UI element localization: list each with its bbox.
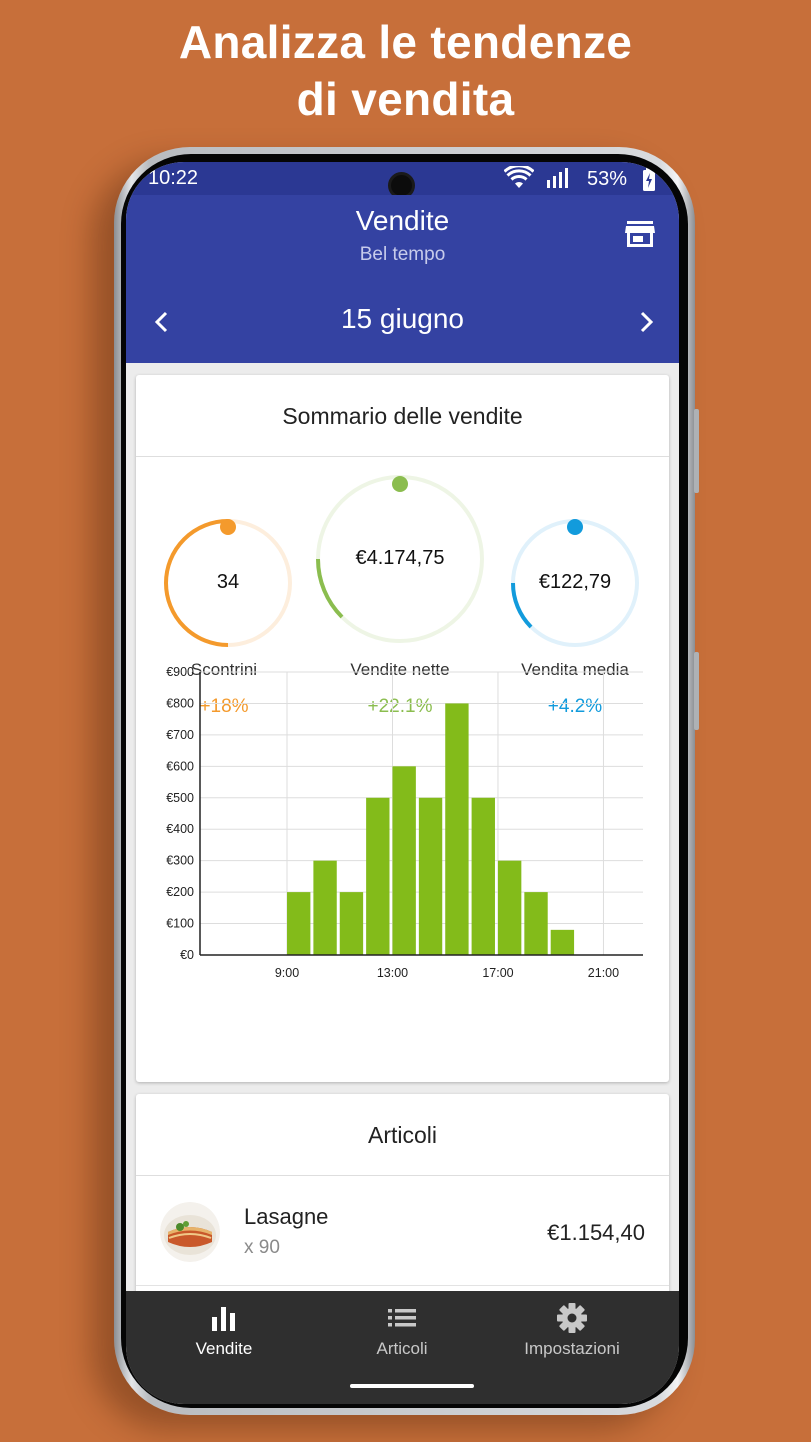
- hourly-sales-chart: €0 €100 €200 €300 €400 €500 €600 €700 €800 €900 9:…: [166, 665, 643, 980]
- article-name: Lasagne: [244, 1204, 329, 1229]
- net-sales-gauge-dot: [392, 476, 408, 492]
- current-date: 15 giugno: [340, 303, 464, 334]
- chart-y-tick-label: €0: [180, 948, 194, 962]
- chart-bar: [392, 766, 416, 955]
- gear-icon: [557, 1303, 587, 1333]
- article-row[interactable]: Lasagne x 90 €1.154,40: [136, 1178, 669, 1286]
- article-quantity: x 90: [244, 1237, 280, 1258]
- bar-chart-icon: [212, 1307, 235, 1331]
- store-icon[interactable]: [625, 221, 655, 247]
- receipts-label: Scontrini: [190, 660, 258, 679]
- chart-bar: [287, 892, 311, 955]
- receipts-gauge-dot: [220, 519, 236, 535]
- chart-y-tick-label: €300: [166, 854, 194, 868]
- nav-impostazioni[interactable]: Impostazioni: [480, 1291, 664, 1375]
- average-sale-gauge-dot: [567, 519, 583, 535]
- average-sale-value: €122,79: [538, 571, 612, 593]
- chart-y-tick-label: €400: [166, 822, 194, 836]
- receipts-value: 34: [216, 571, 240, 593]
- previous-day-button[interactable]: [148, 308, 176, 336]
- promo-headline-line2: di vendita: [296, 73, 515, 125]
- status-time: 10:22: [148, 167, 199, 189]
- nav-articoli[interactable]: Articoli: [310, 1291, 494, 1375]
- average-sale-gauge-arc: [510, 582, 533, 629]
- average-sale-gauge: €122,79: [510, 518, 640, 648]
- nav-articoli-label: Articoli: [376, 1339, 428, 1358]
- nav-vendite-label: Vendite: [195, 1339, 253, 1358]
- average-sale-label: Vendita media: [521, 660, 629, 679]
- next-day-button[interactable]: [632, 308, 660, 336]
- chart-x-tick-label: 21:00: [588, 966, 619, 980]
- chart-bar: [339, 892, 364, 955]
- promo-headline-line1: Analizza le tendenze: [178, 16, 633, 68]
- chart-y-tick-label: €700: [166, 728, 194, 742]
- battery-percent: 53%: [587, 168, 628, 190]
- lasagne-thumbnail: [160, 1202, 220, 1262]
- chart-x-tick-label: 17:00: [482, 966, 513, 980]
- chart-y-tick-label: €600: [166, 759, 194, 773]
- receipts-gauge-arc: [164, 519, 229, 647]
- receipts-change: +18%: [199, 696, 249, 717]
- chart-x-tick-label: 13:00: [377, 966, 408, 980]
- chart-bar: [497, 860, 522, 955]
- chart-bar: [445, 703, 469, 955]
- nav-impostazioni-label: Impostazioni: [524, 1339, 620, 1358]
- net-sales-gauge: €4.174,75: [315, 475, 484, 643]
- net-sales-label: Vendite nette: [350, 660, 450, 679]
- sales-summary-card: Sommario delle vendite 34 Scontrini +18%…: [136, 375, 669, 1082]
- page-title: Vendite: [355, 205, 450, 236]
- chart-bar: [550, 929, 575, 955]
- summary-title: Sommario delle vendite: [136, 375, 669, 457]
- promo-headline: Analizza le tendenze di vendita: [0, 14, 811, 128]
- articles-title: Articoli: [136, 1094, 669, 1176]
- chart-x-tick-label: 9:00: [275, 966, 299, 980]
- chart-y-tick-label: €100: [166, 917, 194, 931]
- chart-bar: [366, 797, 390, 955]
- nav-vendite[interactable]: Vendite: [132, 1291, 316, 1375]
- chart-y-tick-label: €200: [166, 885, 194, 899]
- phone-volume-button: [694, 652, 699, 730]
- phone-side-button: [694, 409, 699, 493]
- chart-bar: [471, 797, 495, 955]
- average-sale-change: +4.2%: [547, 696, 603, 717]
- chart-bar: [313, 860, 337, 955]
- net-sales-value: €4.174,75: [355, 547, 445, 569]
- list-icon: [388, 1309, 416, 1327]
- net-sales-change: +22.1%: [367, 696, 433, 717]
- front-camera: [388, 172, 415, 199]
- signal-icon: [547, 168, 568, 188]
- chart-y-tick-label: €900: [166, 665, 194, 679]
- article-price: €1.154,40: [547, 1220, 645, 1245]
- net-sales-gauge-arc: [315, 558, 344, 619]
- chart-bar: [524, 892, 548, 955]
- page-subtitle: Bel tempo: [359, 244, 446, 265]
- receipts-gauge: 34: [163, 518, 293, 648]
- battery-charging-icon: [643, 167, 655, 191]
- app-bar: Vendite Bel tempo 15 giugno: [126, 195, 679, 363]
- chart-bar: [418, 797, 443, 955]
- chart-y-tick-label: €500: [166, 791, 194, 805]
- chart-y-tick-label: €800: [166, 696, 194, 710]
- status-bar: 10:22 53%: [126, 162, 679, 199]
- bottom-navigation: Vendite Articoli: [126, 1291, 679, 1404]
- wifi-icon: [504, 166, 534, 188]
- app-screen: 10:22 53% Vendite Bel tempo: [126, 162, 679, 1404]
- home-indicator[interactable]: [350, 1384, 474, 1388]
